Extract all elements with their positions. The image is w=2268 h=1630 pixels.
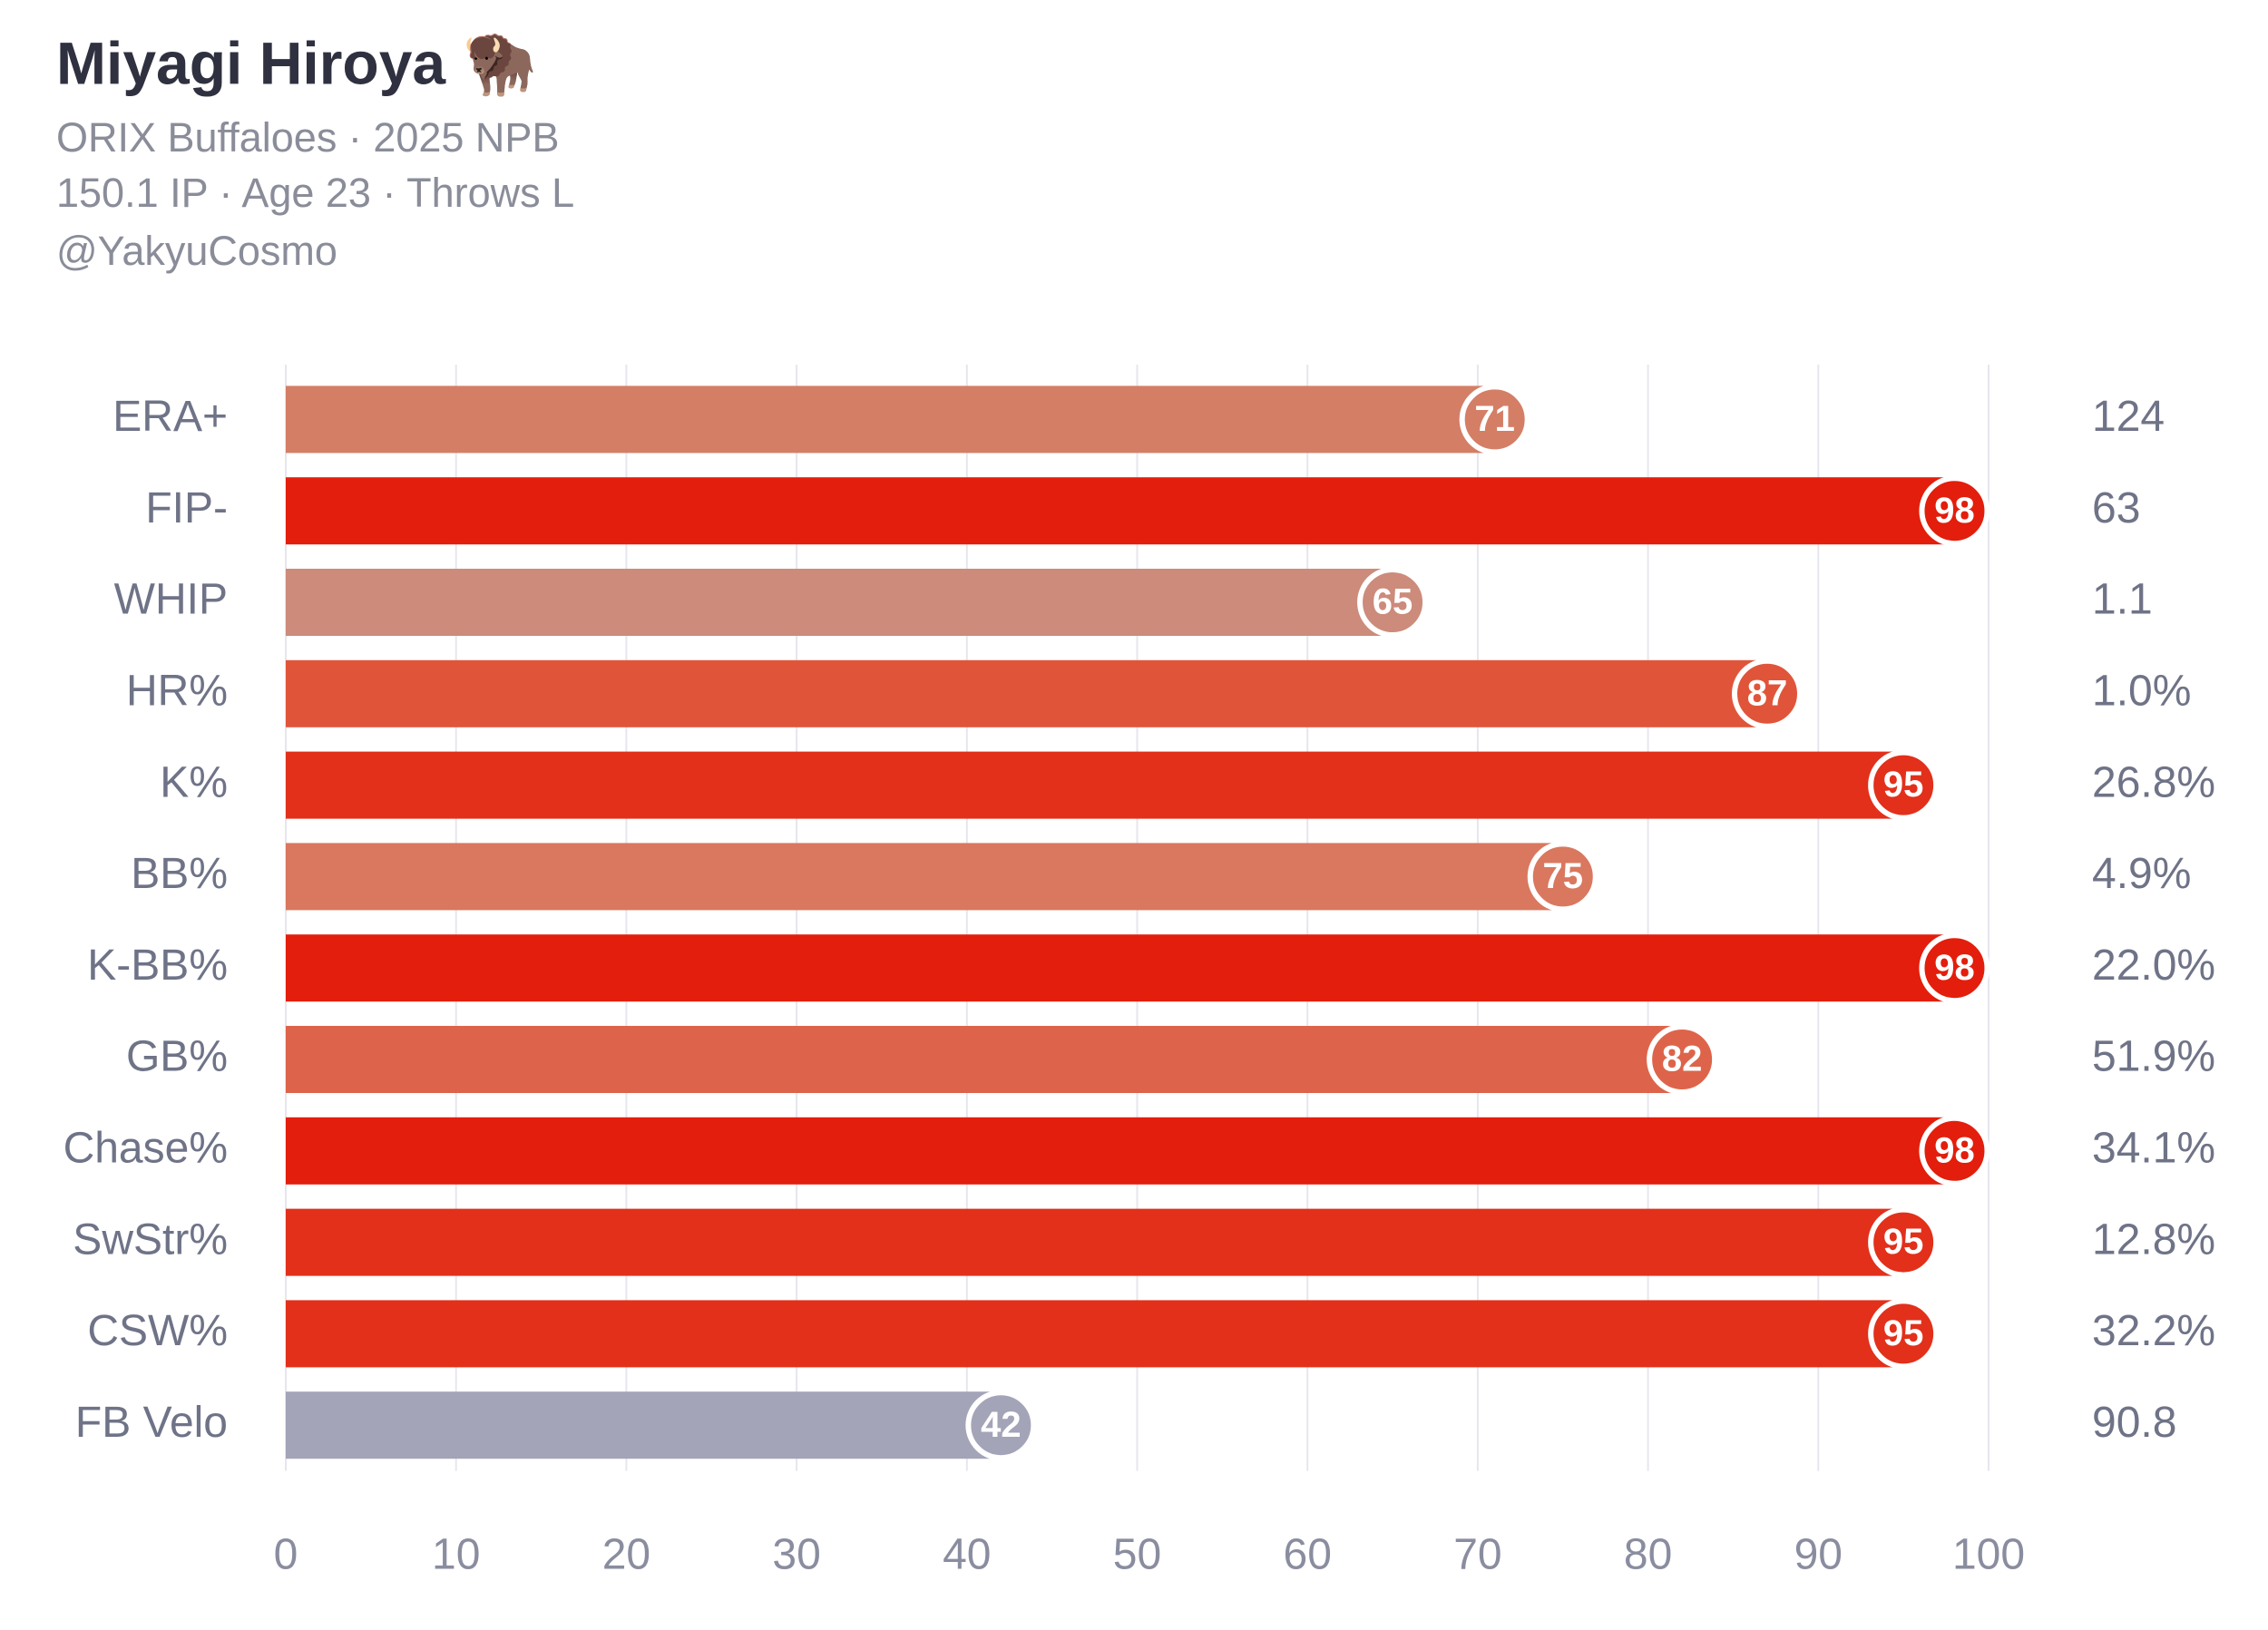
bar (286, 569, 1393, 636)
value-bubble (1868, 1206, 1940, 1278)
stat-label: 32.2% (2092, 1307, 2215, 1355)
value-bubble (1459, 384, 1530, 455)
bar (286, 477, 1955, 545)
value-label: 75 (1543, 856, 1584, 896)
stat-label: 1.0% (2092, 667, 2191, 715)
category-label: SwStr% (73, 1215, 228, 1264)
subtitle: @YakyuCosmo (56, 228, 337, 274)
value-bubble (1647, 1024, 1718, 1095)
value-bubble (1868, 1298, 1940, 1370)
value-label: 95 (1883, 1313, 1924, 1353)
category-label: GB% (126, 1033, 228, 1081)
x-tick-label: 20 (602, 1531, 650, 1579)
chart-title: Miyagi Hiroya 🦬 (56, 29, 537, 97)
value-bubble (1868, 749, 1940, 821)
bar (286, 1391, 1002, 1459)
value-label: 82 (1662, 1039, 1703, 1079)
category-label: WHIP (114, 576, 228, 624)
stat-label: 4.9% (2092, 850, 2191, 898)
bar (286, 1208, 1904, 1276)
value-label: 42 (981, 1405, 1022, 1445)
x-tick-label: 80 (1624, 1531, 1672, 1579)
value-label: 87 (1747, 673, 1788, 713)
value-bubble (1357, 567, 1429, 638)
bar (286, 1117, 1955, 1185)
stat-label: 1.1 (2092, 576, 2153, 624)
bar (286, 386, 1495, 454)
value-label: 98 (1934, 1130, 1975, 1170)
value-label: 95 (1883, 765, 1924, 805)
bar (286, 751, 1904, 819)
value-bubble (1527, 841, 1598, 913)
stat-label: 12.8% (2092, 1215, 2215, 1264)
category-label: K-BB% (87, 942, 228, 990)
stat-label: 51.9% (2092, 1033, 2215, 1081)
category-label: CSW% (87, 1307, 228, 1355)
category-label: BB% (131, 850, 228, 898)
x-tick-label: 60 (1284, 1531, 1332, 1579)
x-tick-label: 30 (772, 1531, 820, 1579)
x-tick-label: 100 (1952, 1531, 2025, 1579)
stat-label: 34.1% (2092, 1124, 2215, 1172)
subtitle: ORIX Buffaloes · 2025 NPB (56, 114, 559, 161)
category-label: K% (160, 758, 228, 806)
stat-label: 63 (2092, 484, 2140, 532)
category-label: HR% (126, 667, 228, 715)
x-tick-label: 10 (432, 1531, 480, 1579)
value-bubble (1919, 1115, 1990, 1186)
x-tick-label: 50 (1113, 1531, 1161, 1579)
stat-label: 124 (2092, 393, 2165, 441)
x-tick-label: 90 (1794, 1531, 1843, 1579)
bar (286, 1300, 1904, 1368)
bar (286, 843, 1563, 911)
category-label: FB Velo (75, 1399, 228, 1447)
value-bubble (965, 1390, 1037, 1461)
bar (286, 934, 1955, 1002)
value-label: 65 (1373, 582, 1413, 622)
value-label: 98 (1934, 948, 1975, 988)
stat-label: 22.0% (2092, 942, 2215, 990)
value-bubble (1731, 658, 1803, 729)
stat-label: 90.8 (2092, 1399, 2176, 1447)
category-label: ERA+ (112, 393, 228, 441)
value-label: 71 (1474, 399, 1515, 439)
x-tick-label: 40 (943, 1531, 991, 1579)
bar (286, 1026, 1683, 1093)
bar (286, 659, 1767, 727)
value-bubble (1919, 475, 1990, 547)
category-label: Chase% (64, 1124, 228, 1172)
category-label: FIP- (145, 484, 228, 532)
subtitle: 150.1 IP · Age 23 · Throws L (56, 170, 574, 216)
value-label: 95 (1883, 1222, 1924, 1262)
stat-label: 26.8% (2092, 758, 2215, 806)
value-bubble (1919, 932, 1990, 1004)
x-tick-label: 70 (1453, 1531, 1501, 1579)
value-label: 98 (1934, 491, 1975, 531)
x-tick-label: 0 (274, 1531, 298, 1579)
